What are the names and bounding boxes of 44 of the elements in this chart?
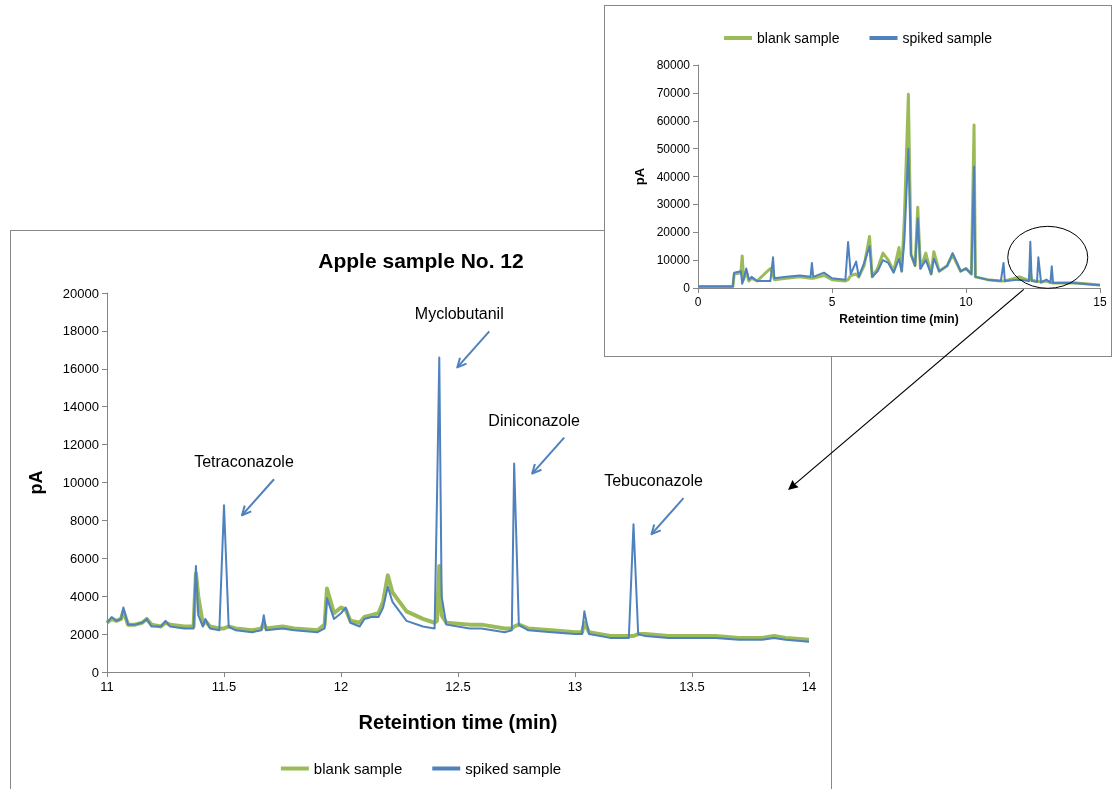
chart-title: Apple sample No. 12 xyxy=(318,249,524,272)
y-tick-label: 60000 xyxy=(656,113,691,128)
y-axis-title: pA xyxy=(631,167,647,186)
y-tick-label: 4000 xyxy=(70,588,99,604)
annotation: Tetraconazole xyxy=(194,453,294,471)
annotation: Tebuconazole xyxy=(604,472,703,490)
legend-label: spiked sample xyxy=(902,30,993,46)
y-tick-label: 50000 xyxy=(656,141,691,156)
x-tick-label: 11 xyxy=(100,679,114,694)
legend-label: blank sample xyxy=(313,760,403,777)
x-tick-label: 13.5 xyxy=(679,679,705,694)
legend-label: spiked sample xyxy=(465,760,562,777)
x-tick-label: 0 xyxy=(694,295,702,309)
x-tick-label: 14 xyxy=(801,679,817,694)
y-tick-label: 0 xyxy=(91,664,99,680)
y-tick-label: 10000 xyxy=(656,253,691,268)
x-tick-label: 5 xyxy=(828,295,836,309)
x-tick-label: 12 xyxy=(333,679,349,694)
x-tick-label: 12.5 xyxy=(445,679,471,694)
y-tick-label: 8000 xyxy=(70,512,99,528)
x-tick-label: 10 xyxy=(959,295,973,309)
x-tick-label: 15 xyxy=(1093,295,1107,309)
x-axis-title: Reteintion time (min) xyxy=(358,711,558,733)
y-tick-label: 6000 xyxy=(70,550,99,566)
x-axis-title: Reteintion time (min) xyxy=(839,311,959,326)
x-tick-label: 11.5 xyxy=(211,679,237,694)
y-tick-label: 40000 xyxy=(656,169,691,184)
y-tick-label: 16000 xyxy=(62,361,99,377)
y-tick-label: 2000 xyxy=(70,626,99,642)
annotation: Diniconazole xyxy=(488,411,581,429)
annotation: Myclobutanil xyxy=(414,305,504,323)
y-tick-label: 10000 xyxy=(62,475,99,490)
y-tick-label: 30000 xyxy=(656,197,691,212)
x-tick-label: 13 xyxy=(567,679,583,694)
legend-label: blank sample xyxy=(757,30,840,46)
y-tick-label: 80000 xyxy=(656,58,691,72)
y-tick-label: 0 xyxy=(683,281,691,295)
y-tick-label: 14000 xyxy=(62,399,99,415)
y-tick-label: 12000 xyxy=(62,437,99,453)
y-tick-label: 70000 xyxy=(656,85,691,100)
y-tick-label: 20000 xyxy=(62,285,99,301)
y-tick-label: 18000 xyxy=(62,323,99,339)
y-axis-title: pA xyxy=(26,470,46,495)
y-tick-label: 20000 xyxy=(656,225,691,240)
